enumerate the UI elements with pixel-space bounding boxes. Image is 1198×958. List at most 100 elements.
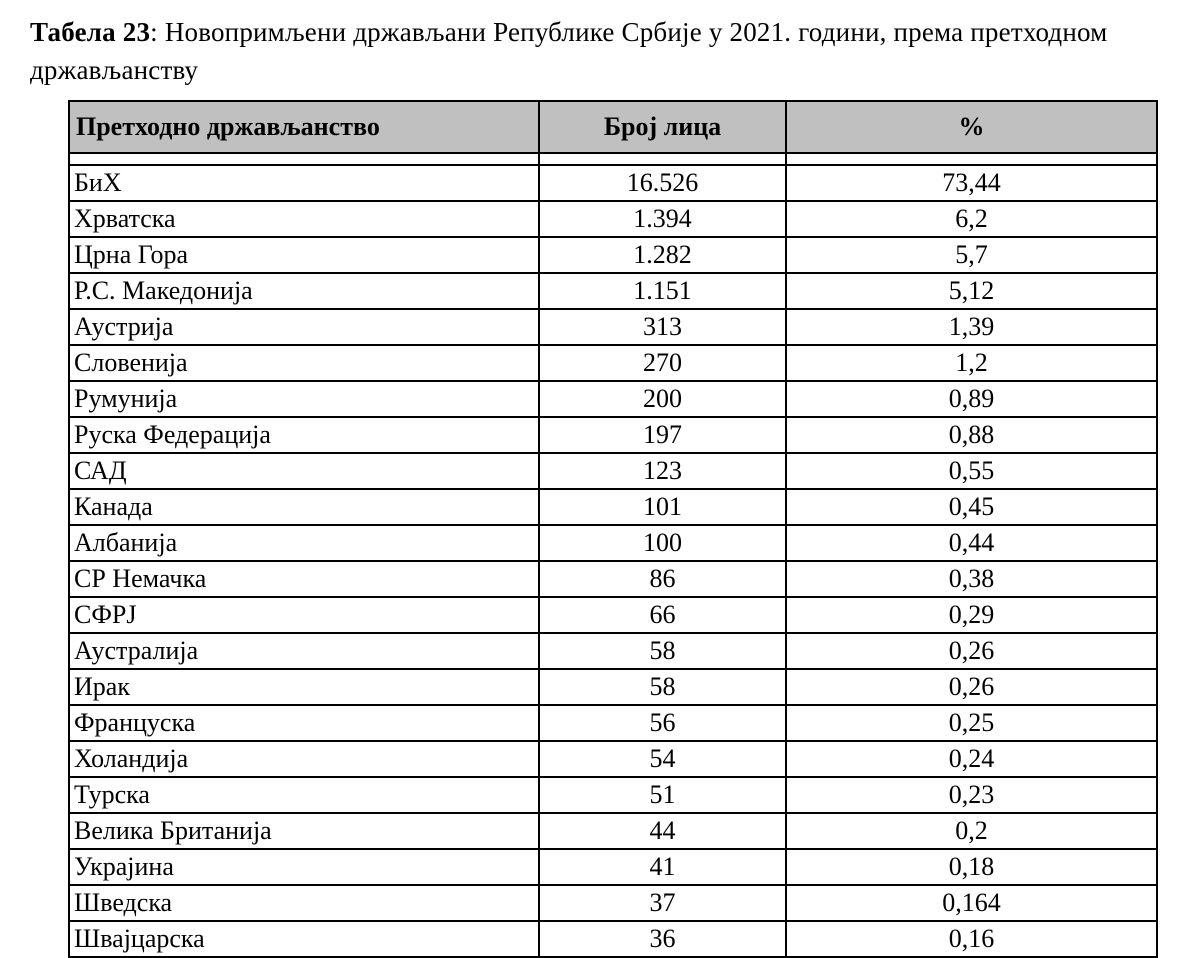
- country-cell: Ирак: [68, 667, 540, 706]
- percent-cell: 1,39: [785, 307, 1158, 346]
- country-cell: СР Немачка: [68, 559, 540, 598]
- country-cell: Румунија: [68, 379, 540, 418]
- table-row: Румунија 200 0,89: [68, 379, 1158, 418]
- table-row: Албанија 100 0,44: [68, 523, 1158, 562]
- count-cell: 197: [538, 415, 787, 454]
- country-cell: Шведска: [68, 883, 540, 922]
- table-caption-text: : Новопримљени држављани Републике Србиј…: [30, 17, 1108, 85]
- count-cell: 51: [538, 775, 787, 814]
- table-row: СР Немачка 86 0,38: [68, 559, 1158, 598]
- table-caption-number: Табела 23: [30, 17, 151, 47]
- table-caption: Табела 23: Новопримљени држављани Републ…: [30, 14, 1170, 90]
- percent-cell: 0,23: [785, 775, 1158, 814]
- count-cell: 58: [538, 631, 787, 670]
- percent-cell: 5,12: [785, 271, 1158, 310]
- country-cell: Украјина: [68, 847, 540, 886]
- country-cell: Француска: [68, 703, 540, 742]
- percent-cell: 0,45: [785, 487, 1158, 526]
- percent-cell: 0,164: [785, 883, 1158, 922]
- header-percent: %: [785, 99, 1158, 154]
- count-cell: 86: [538, 559, 787, 598]
- table-row: Велика Британија 44 0,2: [68, 811, 1158, 850]
- count-cell: 44: [538, 811, 787, 850]
- table-body: БиХ 16.526 73,44 Хрватска 1.394 6,2 Црна Гора 1…: [68, 163, 1158, 958]
- count-cell: 58: [538, 667, 787, 706]
- country-cell: БиХ: [68, 163, 540, 202]
- count-cell: 1.151: [538, 271, 787, 310]
- country-cell: Албанија: [68, 523, 540, 562]
- count-cell: 1.394: [538, 199, 787, 238]
- count-cell: 270: [538, 343, 787, 382]
- country-cell: СФРЈ: [68, 595, 540, 634]
- count-cell: 123: [538, 451, 787, 490]
- table-row: БиХ 16.526 73,44: [68, 163, 1158, 202]
- percent-cell: 6,2: [785, 199, 1158, 238]
- percent-cell: 0,18: [785, 847, 1158, 886]
- citizenship-table: Претходно држављанство Број лица % БиХ 16…: [68, 99, 1158, 958]
- count-cell: 54: [538, 739, 787, 778]
- country-cell: Аустралија: [68, 631, 540, 670]
- header-number-of-persons: Број лица: [538, 99, 787, 154]
- count-cell: 1.282: [538, 235, 787, 274]
- table-row: Аустрија 313 1,39: [68, 307, 1158, 346]
- country-cell: Руска Федерација: [68, 415, 540, 454]
- spacer-cell: [68, 151, 540, 166]
- percent-cell: 0,26: [785, 667, 1158, 706]
- spacer-cell: [538, 151, 787, 166]
- country-cell: САД: [68, 451, 540, 490]
- spacer-cell: [785, 151, 1158, 166]
- country-cell: Словенија: [68, 343, 540, 382]
- percent-cell: 0,2: [785, 811, 1158, 850]
- percent-cell: 0,26: [785, 631, 1158, 670]
- percent-cell: 0,89: [785, 379, 1158, 418]
- percent-cell: 1,2: [785, 343, 1158, 382]
- percent-cell: 0,24: [785, 739, 1158, 778]
- percent-cell: 0,29: [785, 595, 1158, 634]
- country-cell: Аустрија: [68, 307, 540, 346]
- percent-cell: 5,7: [785, 235, 1158, 274]
- table-row: Шведска 37 0,164: [68, 883, 1158, 922]
- country-cell: Холандија: [68, 739, 540, 778]
- table-row: Украјина 41 0,18: [68, 847, 1158, 886]
- count-cell: 56: [538, 703, 787, 742]
- percent-cell: 73,44: [785, 163, 1158, 202]
- percent-cell: 0,44: [785, 523, 1158, 562]
- table-row: Ирак 58 0,26: [68, 667, 1158, 706]
- count-cell: 313: [538, 307, 787, 346]
- table-row: Холандија 54 0,24: [68, 739, 1158, 778]
- table-row: Турска 51 0,23: [68, 775, 1158, 814]
- count-cell: 101: [538, 487, 787, 526]
- country-cell: Турска: [68, 775, 540, 814]
- count-cell: 41: [538, 847, 787, 886]
- percent-cell: 0,25: [785, 703, 1158, 742]
- count-cell: 100: [538, 523, 787, 562]
- count-cell: 200: [538, 379, 787, 418]
- spacer-row: [68, 151, 1158, 166]
- header-row: Претходно држављанство Број лица %: [68, 99, 1158, 154]
- country-cell: Хрватска: [68, 199, 540, 238]
- table-row: Аустралија 58 0,26: [68, 631, 1158, 670]
- country-cell: Швајцарска: [68, 919, 540, 958]
- count-cell: 36: [538, 919, 787, 958]
- count-cell: 37: [538, 883, 787, 922]
- percent-cell: 0,16: [785, 919, 1158, 958]
- percent-cell: 0,88: [785, 415, 1158, 454]
- count-cell: 66: [538, 595, 787, 634]
- country-cell: Р.С. Македонија: [68, 271, 540, 310]
- header-previous-citizenship: Претходно држављанство: [68, 99, 540, 154]
- table-row: Швајцарска 36 0,16: [68, 919, 1158, 958]
- country-cell: Црна Гора: [68, 235, 540, 274]
- country-cell: Канада: [68, 487, 540, 526]
- table-row: Хрватска 1.394 6,2: [68, 199, 1158, 238]
- percent-cell: 0,38: [785, 559, 1158, 598]
- table-row: Словенија 270 1,2: [68, 343, 1158, 382]
- percent-cell: 0,55: [785, 451, 1158, 490]
- table-row: Канада 101 0,45: [68, 487, 1158, 526]
- table-row: Црна Гора 1.282 5,7: [68, 235, 1158, 274]
- table-row: Руска Федерација 197 0,88: [68, 415, 1158, 454]
- table-row: Француска 56 0,25: [68, 703, 1158, 742]
- table-header: Претходно држављанство Број лица %: [68, 99, 1158, 166]
- table-row: Р.С. Македонија 1.151 5,12: [68, 271, 1158, 310]
- count-cell: 16.526: [538, 163, 787, 202]
